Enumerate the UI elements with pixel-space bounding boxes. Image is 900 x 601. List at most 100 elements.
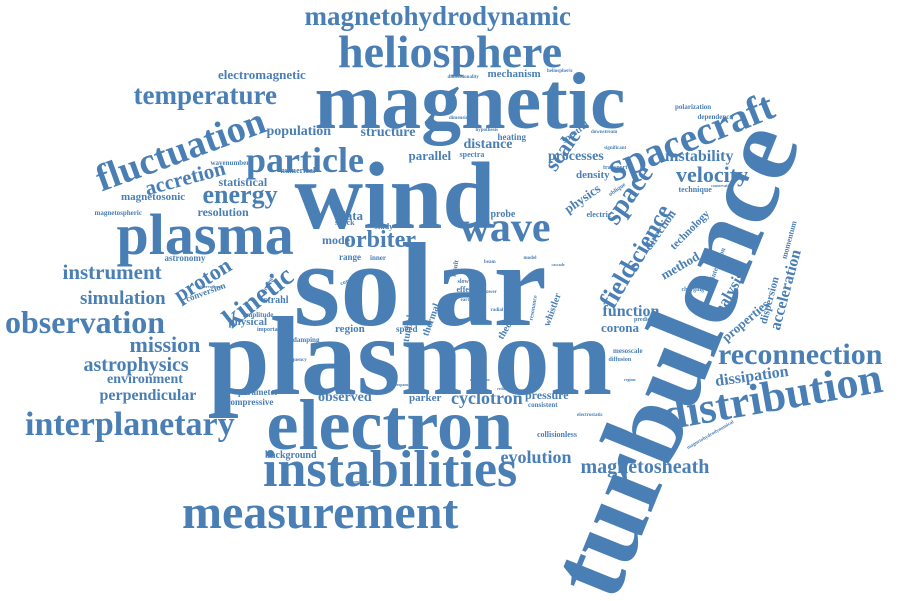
word-effect: effect bbox=[456, 285, 476, 294]
word-corona: corona bbox=[601, 319, 640, 335]
word-compressive: compressive bbox=[226, 396, 274, 407]
word-plasma: plasma bbox=[116, 202, 294, 267]
word-function: function bbox=[602, 303, 660, 320]
word-parallel: parallel bbox=[408, 147, 452, 163]
word-transport: transport bbox=[603, 165, 628, 171]
word-dependence: dependence bbox=[697, 112, 733, 121]
word-cascade: cascade bbox=[551, 262, 565, 267]
word-earth: earth bbox=[460, 297, 472, 303]
word-processes: processes bbox=[548, 149, 604, 164]
word-wave: wave bbox=[459, 205, 551, 251]
word-solar: solar bbox=[293, 218, 547, 351]
word-exploration: exploration bbox=[470, 377, 490, 382]
word-electrostatic: electrostatic bbox=[577, 412, 603, 418]
word-inner: inner bbox=[370, 253, 386, 262]
word-heating: heating bbox=[497, 131, 527, 142]
word-downstream: downstream bbox=[591, 129, 618, 135]
word-orbiter: orbiter bbox=[344, 227, 416, 253]
word-dynamic: dynamic bbox=[308, 269, 327, 275]
word-speed: speed bbox=[396, 323, 418, 334]
word-parker: parker bbox=[409, 391, 442, 404]
word-velocity: velocity bbox=[676, 162, 749, 187]
word-heliosphere: heliosphere bbox=[338, 26, 563, 77]
word-dimensional: dimensional bbox=[449, 115, 475, 121]
word-instability: instability bbox=[665, 148, 734, 165]
word-probe: probe bbox=[490, 209, 516, 220]
word-particle: particle bbox=[246, 140, 364, 180]
word-strahl: strahl bbox=[263, 295, 289, 306]
word-expansion: expansion bbox=[396, 382, 414, 387]
word-significant: significant bbox=[604, 145, 627, 151]
word-perpendicular: perpendicular bbox=[99, 387, 197, 404]
word-simulation: simulation bbox=[80, 287, 166, 309]
word-parameter: parameter bbox=[238, 386, 279, 397]
word-cyclotron: cyclotron bbox=[451, 388, 523, 408]
word-statistical: statistical bbox=[218, 175, 268, 189]
word-reduction: reduction bbox=[497, 386, 514, 391]
word-interplanetary: interplanetary bbox=[25, 406, 235, 443]
word-resolution: resolution bbox=[197, 205, 249, 219]
word-instrument: instrument bbox=[62, 259, 162, 284]
word-heliospheric: heliospheric bbox=[547, 68, 573, 74]
word-observational: observational bbox=[198, 284, 222, 289]
word-astronomy: astronomy bbox=[164, 252, 206, 263]
word-pressure: pressure bbox=[525, 388, 569, 402]
word-model: model bbox=[523, 255, 537, 261]
word-electromagnetic: electromagnetic bbox=[218, 66, 306, 82]
word-observed: observed bbox=[318, 390, 372, 405]
word-important: important bbox=[257, 327, 283, 333]
word-spectra: spectra bbox=[459, 150, 485, 159]
word-hypothesis: hypothesis bbox=[475, 127, 499, 133]
word-astrophysics: astrophysics bbox=[83, 354, 189, 376]
word-mode: mode bbox=[322, 233, 350, 247]
word-astrophysical: astrophysical bbox=[348, 479, 372, 484]
word-technique: technique bbox=[678, 185, 712, 194]
word-data: data bbox=[338, 207, 364, 223]
word-density: density bbox=[576, 168, 610, 181]
word-power: power bbox=[483, 289, 497, 295]
word-distance: distance bbox=[463, 137, 513, 152]
word-wind: wind bbox=[294, 142, 496, 249]
word-amplitude: amplitude bbox=[243, 310, 274, 319]
word-background: background bbox=[265, 450, 317, 461]
word-region: region bbox=[335, 322, 365, 335]
word-evolution: evolution bbox=[500, 447, 572, 467]
word-population: population bbox=[266, 124, 332, 139]
word-consistent: consistent bbox=[528, 400, 558, 409]
word-mechanism: mechanism bbox=[487, 67, 541, 80]
word-slow: slow bbox=[457, 279, 469, 285]
word-measurement: measurement bbox=[182, 486, 459, 539]
word-damping: damping bbox=[293, 335, 320, 344]
word-dimensionality: dimensionality bbox=[447, 74, 479, 80]
word-structure: structure bbox=[360, 125, 416, 140]
word-magnetosonic: magnetosonic bbox=[121, 190, 186, 203]
word-physical: physical bbox=[228, 315, 268, 328]
word-wavenumber: wavenumber bbox=[210, 158, 250, 167]
word-prediction: prediction bbox=[634, 317, 661, 323]
word-magnetic: magnetic bbox=[314, 58, 626, 146]
word-conservation: conservation bbox=[711, 183, 733, 188]
word-study: study bbox=[374, 222, 394, 231]
word-electron: electron bbox=[266, 385, 514, 465]
word-mesoscale: mesoscale bbox=[613, 346, 643, 355]
word-energy: energy bbox=[202, 180, 278, 209]
word-polarization: polarization bbox=[675, 102, 712, 111]
word-plasmon: plasmon bbox=[207, 295, 613, 419]
word-numerical: numerical bbox=[280, 166, 316, 175]
word-range: range bbox=[339, 251, 361, 262]
word-regime: regime bbox=[624, 377, 636, 382]
word-magnetohydrodynamic: magnetohydrodynamic bbox=[304, 0, 572, 31]
word-shock: shock bbox=[335, 218, 355, 227]
word-charging: charging bbox=[681, 287, 705, 293]
word-magnetospheric: magnetospheric bbox=[94, 208, 142, 217]
word-temperature: temperature bbox=[133, 79, 277, 110]
word-magnetosheath: magnetosheath bbox=[580, 456, 710, 478]
word-diffusion: diffusion bbox=[608, 357, 632, 363]
word-instabilities: instabilities bbox=[263, 441, 518, 498]
word-electric: electric bbox=[586, 210, 612, 219]
word-observation: observation bbox=[5, 304, 165, 340]
word-mission: mission bbox=[129, 332, 201, 357]
word-collisionless: collisionless bbox=[537, 430, 578, 439]
word-radial: radial bbox=[490, 307, 504, 313]
